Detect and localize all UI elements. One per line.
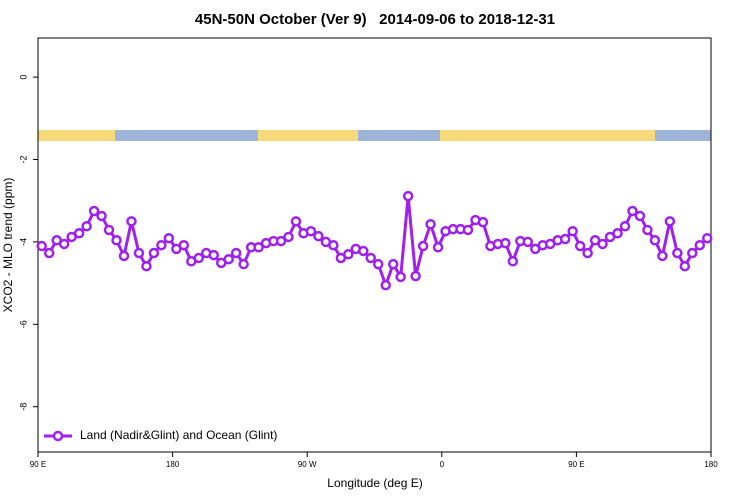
x-tick-label: 0 <box>440 460 445 469</box>
data-point <box>178 239 190 251</box>
data-point <box>410 270 421 282</box>
data-point <box>679 260 691 272</box>
data-point <box>619 221 631 232</box>
data-point <box>253 242 264 253</box>
data-point <box>118 250 130 262</box>
data-point <box>477 216 489 228</box>
data-point <box>417 240 429 252</box>
data-point <box>672 247 683 259</box>
data-point <box>702 232 713 244</box>
data-point <box>500 237 511 249</box>
data-point <box>96 210 107 222</box>
y-tick-label: -6 <box>18 320 28 328</box>
ocean-band <box>38 130 711 141</box>
data-point <box>275 235 287 247</box>
land-band <box>38 130 115 141</box>
data-point <box>126 216 137 227</box>
data-point <box>694 239 706 251</box>
data-point <box>425 218 436 230</box>
x-tick-label: 90 E <box>568 460 584 469</box>
data-point <box>148 247 160 259</box>
y-tick-label: 0 <box>18 75 28 80</box>
data-point <box>507 256 519 267</box>
data-point <box>627 205 638 217</box>
y-axis-label: XCO2 - MLO trend (ppm) <box>1 178 15 313</box>
data-point <box>111 235 122 246</box>
data-point <box>58 238 70 250</box>
data-point <box>372 258 384 270</box>
x-tick-label: 180 <box>704 460 718 469</box>
data-point <box>597 238 608 250</box>
data-point <box>522 236 534 248</box>
x-tick-label: 180 <box>166 460 180 469</box>
y-tick-label: -4 <box>18 238 28 246</box>
data-point <box>103 224 115 236</box>
data-point <box>43 247 55 259</box>
data-point <box>230 247 242 259</box>
land-band <box>440 130 655 141</box>
data-point <box>402 190 414 202</box>
y-tick-label: -2 <box>18 156 28 164</box>
data-point <box>163 232 175 244</box>
data-point <box>156 239 167 251</box>
data-point <box>313 230 324 242</box>
chart-title: 45N-50N October (Ver 9) 2014-09-06 to 20… <box>195 11 555 28</box>
data-point <box>634 210 646 222</box>
land-band <box>258 130 358 141</box>
data-point <box>365 252 377 264</box>
data-point <box>462 224 474 236</box>
data-point <box>657 250 668 262</box>
data-point <box>81 221 92 232</box>
data-point <box>380 279 391 291</box>
data-point <box>649 235 661 246</box>
data-point <box>290 216 302 227</box>
land-ocean-strip <box>38 130 711 141</box>
data-point <box>238 258 249 270</box>
data-point <box>343 249 354 260</box>
data-point <box>559 233 571 245</box>
data-point <box>283 231 294 243</box>
data-point <box>328 239 339 251</box>
y-tick-label: -8 <box>18 403 28 411</box>
data-point <box>208 249 219 261</box>
data-point <box>88 205 100 217</box>
data-point <box>193 252 205 264</box>
data-point <box>305 225 317 237</box>
x-axis-label: Longitude (deg E) <box>327 476 422 490</box>
data-point <box>432 242 444 253</box>
data-point <box>574 240 586 252</box>
data-point <box>358 245 369 257</box>
data-point <box>387 258 399 270</box>
data-point <box>612 228 623 239</box>
legend-marker <box>52 430 64 442</box>
data-point <box>36 240 47 252</box>
data-point <box>582 247 593 259</box>
data-point <box>395 271 406 283</box>
data-point <box>223 253 234 265</box>
data-point <box>141 260 152 272</box>
legend-label: Land (Nadir&Glint) and Ocean (Glint) <box>80 428 277 442</box>
x-tick-label: 90 E <box>30 460 46 469</box>
data-point <box>73 228 85 239</box>
plot-frame <box>37 37 712 453</box>
data-point <box>567 225 578 237</box>
data-point <box>133 247 145 259</box>
data-point <box>687 247 698 259</box>
data-point <box>642 224 653 236</box>
data-point <box>664 216 676 227</box>
x-tick-label: 90 W <box>298 460 317 469</box>
